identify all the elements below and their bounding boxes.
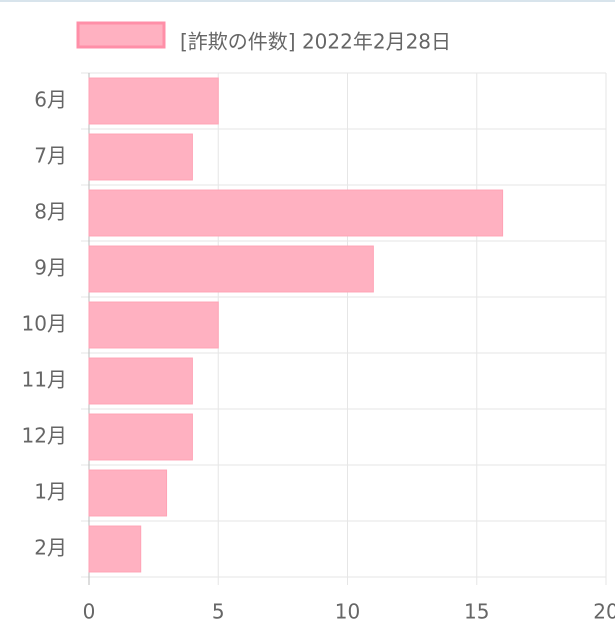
- y-tick-label: 6月: [34, 88, 67, 112]
- x-tick-label: 5: [212, 600, 225, 624]
- y-tick-label: 8月: [34, 200, 67, 224]
- y-tick-label: 10月: [22, 312, 67, 336]
- y-tick-label: 9月: [34, 256, 67, 280]
- bar: [88, 77, 219, 125]
- bar: [88, 357, 193, 405]
- y-tick-label: 7月: [34, 144, 67, 168]
- bar: [88, 189, 504, 237]
- y-tick-label: 1月: [34, 480, 67, 504]
- bar: [88, 413, 193, 461]
- bar: [88, 469, 168, 517]
- bar: [88, 301, 219, 349]
- x-tick-label: 0: [83, 600, 96, 624]
- y-tick-label: 2月: [34, 536, 67, 560]
- legend-label: [詐欺の件数] 2022年2月28日: [180, 30, 451, 54]
- y-tick-label: 12月: [22, 424, 67, 448]
- x-tick-label: 15: [464, 600, 489, 624]
- bar: [88, 133, 193, 181]
- bar: [88, 245, 374, 293]
- legend-swatch: [76, 21, 166, 49]
- x-tick-label: 10: [335, 600, 360, 624]
- x-tick-label: 20: [593, 600, 615, 624]
- bar: [88, 525, 142, 573]
- y-tick-label: 11月: [22, 368, 67, 392]
